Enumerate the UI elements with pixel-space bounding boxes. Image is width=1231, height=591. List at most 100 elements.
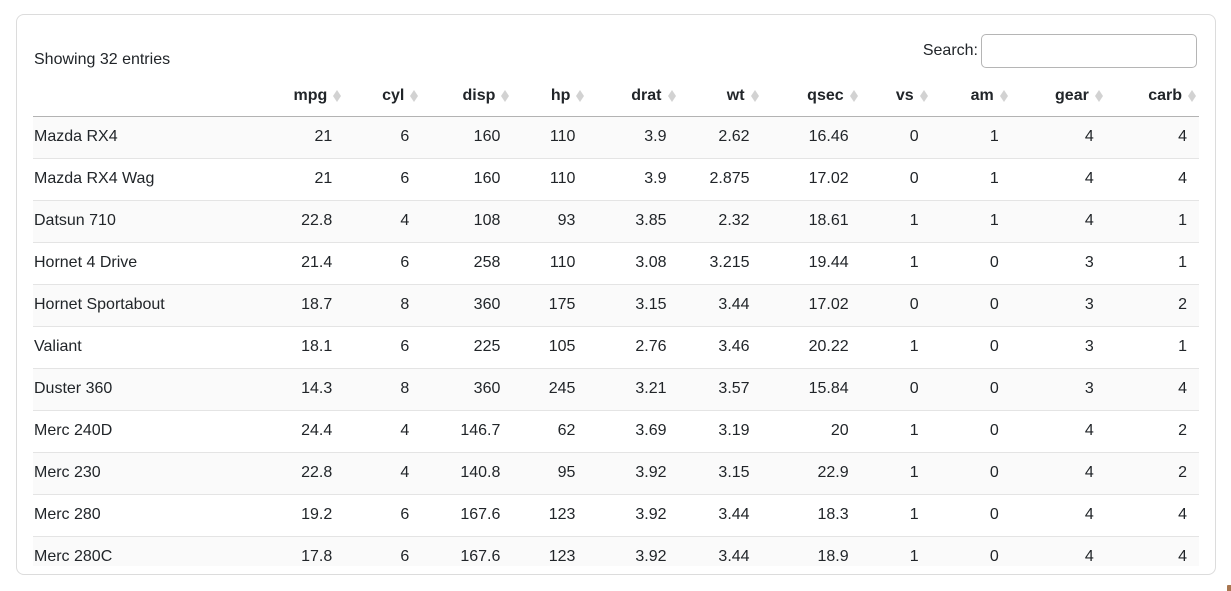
column-label: qsec [807, 86, 844, 104]
cell-drat: 3.15 [587, 283, 679, 326]
cell-drat: 3.92 [587, 493, 679, 536]
cell-gear: 3 [1010, 325, 1106, 368]
cell-vs: 1 [860, 409, 931, 452]
search-control: Search: [923, 34, 1197, 68]
cell-mpg: 21.4 [253, 241, 345, 284]
cell-drat: 3.9 [587, 157, 679, 200]
cell-drat: 3.85 [587, 199, 679, 242]
table-scroll-area[interactable]: mpg cyl disp hp drat wt qsec vs am gear carb Mazda… [33, 76, 1199, 566]
cell-cyl: 4 [344, 409, 422, 452]
cell-am: 1 [930, 157, 1011, 200]
table-row: Merc 230 22.8 4 140.8 95 3.92 3.15 22.9 1 0 4 2 [33, 451, 1199, 494]
column-header-name[interactable] [33, 76, 254, 117]
cell-am: 0 [930, 493, 1011, 536]
cell-hp: 105 [512, 325, 588, 368]
cell-disp: 160 [473, 128, 501, 145]
row-name-cell: Valiant [33, 325, 254, 368]
cell-hp: 123 [512, 535, 588, 566]
cell-gear: 4 [1084, 128, 1094, 145]
table-toolbar: Showing 32 entries Search: [33, 15, 1199, 76]
cell-disp: 160 [421, 157, 513, 200]
column-label: mpg [293, 86, 328, 104]
table-row: Hornet 4 Drive 21.4 6 258 110 3.08 3.215 19.44 1… [33, 241, 1199, 284]
cell-gear: 4 [1010, 409, 1106, 452]
column-label: wt [726, 86, 745, 104]
cell-carb: 1 [1105, 199, 1199, 242]
cell-mpg: 21 [314, 128, 333, 145]
column-header-wt[interactable]: wt [678, 76, 762, 117]
cell-gear: 3 [1010, 283, 1106, 326]
column-header-qsec[interactable]: qsec [761, 76, 861, 117]
column-header-drat[interactable]: drat [587, 76, 679, 117]
cell-wt: 3.44 [678, 283, 762, 326]
cell-vs: 1 [860, 493, 931, 536]
column-header-vs[interactable]: vs [860, 76, 931, 117]
row-name-cell: Mazda RX4 [34, 128, 118, 145]
sort-both-icon [333, 89, 342, 102]
cell-gear: 3 [1010, 367, 1106, 410]
column-label: cyl [382, 86, 405, 104]
cell-am: 1 [989, 128, 999, 145]
cell-qsec: 15.84 [761, 367, 861, 410]
column-label: disp [462, 86, 496, 104]
cell-wt: 3.215 [678, 241, 762, 284]
cell-mpg: 22.8 [253, 451, 345, 494]
search-input[interactable] [981, 34, 1197, 68]
cell-carb: 4 [1105, 535, 1199, 566]
cell-mpg: 18.7 [253, 283, 345, 326]
cell-carb: 4 [1105, 493, 1199, 536]
row-name-cell: Hornet Sportabout [33, 283, 254, 326]
cell-drat: 3.92 [587, 451, 679, 494]
cell-vs: 1 [860, 241, 931, 284]
cell-wt: 3.46 [678, 325, 762, 368]
sort-both-icon [999, 89, 1008, 102]
cell-disp: 258 [421, 241, 513, 284]
column-header-carb[interactable]: carb [1105, 76, 1199, 117]
cell-hp: 93 [512, 199, 588, 242]
cell-hp: 123 [512, 493, 588, 536]
cell-disp: 140.8 [421, 451, 513, 494]
sort-both-icon [849, 89, 858, 102]
cell-gear: 3 [1010, 241, 1106, 284]
column-header-mpg[interactable]: mpg [253, 76, 345, 117]
cell-carb: 4 [1178, 128, 1187, 145]
column-label: drat [631, 86, 662, 104]
sort-both-icon [750, 89, 759, 102]
cell-am: 0 [930, 409, 1011, 452]
data-table: mpg cyl disp hp drat wt qsec vs am gear carb Mazda… [33, 76, 1199, 566]
cell-drat: 3.9 [644, 128, 667, 145]
cell-drat: 3.21 [587, 367, 679, 410]
row-name-cell: Datsun 710 [33, 199, 254, 242]
cell-qsec: 20 [761, 409, 861, 452]
cell-mpg: 19.2 [253, 493, 345, 536]
table-row: Mazda RX4 21 6 160 110 3.9 2.62 16.46 0 1 4 4 [33, 116, 1199, 158]
sort-both-icon [1188, 89, 1196, 102]
cell-carb: 2 [1105, 409, 1199, 452]
cell-hp: 110 [549, 128, 576, 145]
cell-am: 0 [930, 451, 1011, 494]
table-row: Datsun 710 22.8 4 108 93 3.85 2.32 18.61 1 1 4 1 [33, 199, 1199, 242]
column-header-am[interactable]: am [930, 76, 1011, 117]
column-label: hp [550, 86, 571, 104]
column-header-disp[interactable]: disp [421, 76, 513, 117]
sort-both-icon [410, 89, 419, 102]
cell-disp: 167.6 [421, 535, 513, 566]
sort-both-icon [1094, 89, 1103, 102]
cell-cyl: 8 [344, 283, 422, 326]
sort-both-icon [501, 89, 510, 102]
cell-vs: 0 [860, 283, 931, 326]
cell-am: 1 [930, 199, 1011, 242]
sort-both-icon [667, 89, 676, 102]
cell-am: 0 [930, 325, 1011, 368]
cell-carb: 4 [1105, 157, 1199, 200]
column-header-hp[interactable]: hp [512, 76, 588, 117]
column-header-cyl[interactable]: cyl [344, 76, 422, 117]
table-row: Merc 280C 17.8 6 167.6 123 3.92 3.44 18.9 1 0 4 4 [33, 535, 1199, 566]
cell-hp: 110 [512, 157, 588, 200]
cell-carb: 1 [1105, 325, 1199, 368]
cell-qsec: 22.9 [761, 451, 861, 494]
cell-mpg: 21 [253, 157, 345, 200]
column-header-gear[interactable]: gear [1010, 76, 1106, 117]
cell-am: 0 [930, 367, 1011, 410]
cell-hp: 245 [512, 367, 588, 410]
